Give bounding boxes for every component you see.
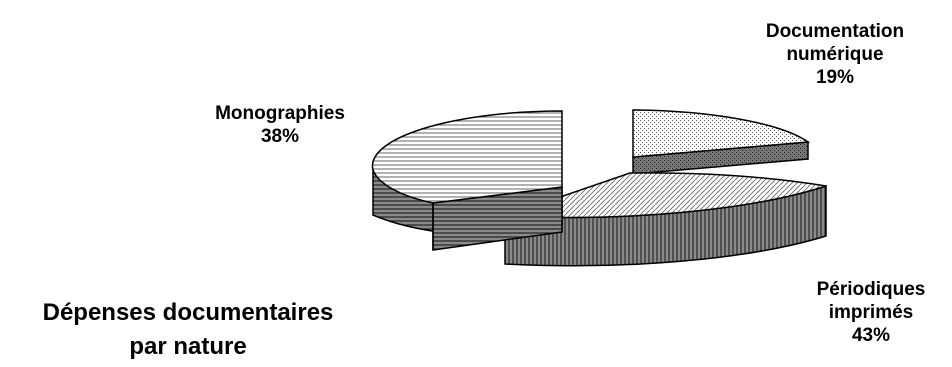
slice-monographies-top — [371, 110, 563, 204]
chart-title: Dépenses documentaires par nature — [42, 299, 334, 360]
label-documentation-numerique: Documentation numérique 19% — [765, 21, 905, 88]
slice-documentation-numerique — [632, 109, 811, 175]
label-monographies: Monographies 38% — [215, 103, 345, 147]
slice-documentation-top — [632, 109, 811, 158]
slice-periodiques-top — [504, 172, 827, 219]
label-periodiques-imprimes: Périodiques imprimés 43% — [816, 279, 926, 346]
slice-periodiques-imprimes — [504, 172, 827, 267]
slice-monographies — [371, 110, 563, 251]
